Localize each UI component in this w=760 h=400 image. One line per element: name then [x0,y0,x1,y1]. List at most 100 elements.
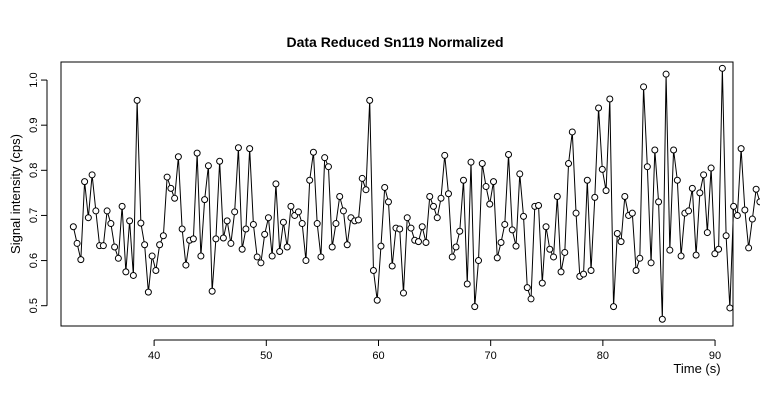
data-point [328,243,336,251]
data-point [426,192,434,200]
data-point [538,279,546,287]
data-point [306,176,314,184]
data-point [673,176,681,184]
data-point [257,259,265,267]
data-point [88,171,96,179]
data-point [535,202,543,210]
data-point [460,176,467,184]
data-point [463,280,471,288]
data-point [685,207,693,215]
data-point [227,239,235,247]
data-point [193,149,201,157]
data-point [715,245,723,253]
data-point [264,214,272,222]
data-point [403,214,411,222]
data-point [707,164,715,172]
x-axis-label: Time (s) [673,361,720,376]
data-point [114,254,122,262]
data-point [216,157,224,165]
y-axis: 0.5 0.6 0.7 0.8 0.9 1.0 [28,72,48,313]
data-point [77,256,85,264]
data-point [568,128,576,136]
data-point [84,214,92,222]
data-point [242,225,250,233]
data-point [557,268,565,276]
data-point [268,252,276,260]
data-point [249,220,257,228]
data-point [223,217,231,225]
plot-frame [60,61,734,327]
data-point [733,211,741,219]
data-point [475,257,483,265]
data-point [201,196,209,204]
data-point [272,180,280,188]
data-point [294,208,302,216]
data-point [501,220,509,228]
data-point [448,253,456,261]
data-point [212,235,220,243]
data-point [613,229,621,237]
data-point [399,289,407,297]
data-point [238,245,246,253]
data-point [373,296,381,304]
data-point [617,238,625,246]
data-point [234,144,242,152]
data-point [655,198,663,206]
x-tick-label: 60 [372,350,384,362]
data-point [722,232,730,240]
data-point [497,239,505,247]
data-point [512,242,520,250]
data-point [208,287,216,295]
data-point [636,254,644,262]
data-point [565,160,573,168]
data-point [523,284,531,292]
data-point [317,253,325,261]
data-point [640,83,648,91]
data-point [309,148,317,156]
data-point [527,295,535,303]
data-point [396,225,404,233]
data-point [189,235,197,243]
data-point [486,200,494,208]
data-point [302,257,310,265]
data-point [700,171,708,179]
data-point [171,194,179,202]
data-point [414,238,422,246]
x-tick-label: 70 [485,350,497,362]
data-point [433,214,441,222]
data-point [598,165,606,173]
data-point [553,192,561,200]
data-point [111,243,119,251]
data-point [493,254,501,262]
x-tick-label: 80 [597,350,609,362]
data-point [444,190,452,198]
data-point [298,220,306,228]
data-point [666,246,674,254]
data-point [561,248,569,256]
data-point [580,270,588,278]
data-point [141,241,149,249]
x-axis: 40 50 60 70 80 90 [148,339,721,362]
data-point [516,170,524,178]
x-tick-label: 50 [260,350,272,362]
data-point [287,202,295,210]
data-point [377,242,385,250]
data-point [118,202,126,210]
data-point [321,154,329,162]
data-point [358,174,366,182]
data-point [505,151,513,159]
data-point [456,227,464,235]
data-point [587,266,595,274]
data-point [670,146,678,154]
data-point [69,223,77,231]
data-point [246,145,254,153]
data-point [137,219,145,227]
data-point [159,232,167,240]
data-point [602,187,610,195]
data-point [133,96,141,104]
data-point [92,207,100,215]
data-point [324,163,332,171]
data-point [726,304,734,312]
data-point [253,253,261,261]
data-point [508,226,516,234]
